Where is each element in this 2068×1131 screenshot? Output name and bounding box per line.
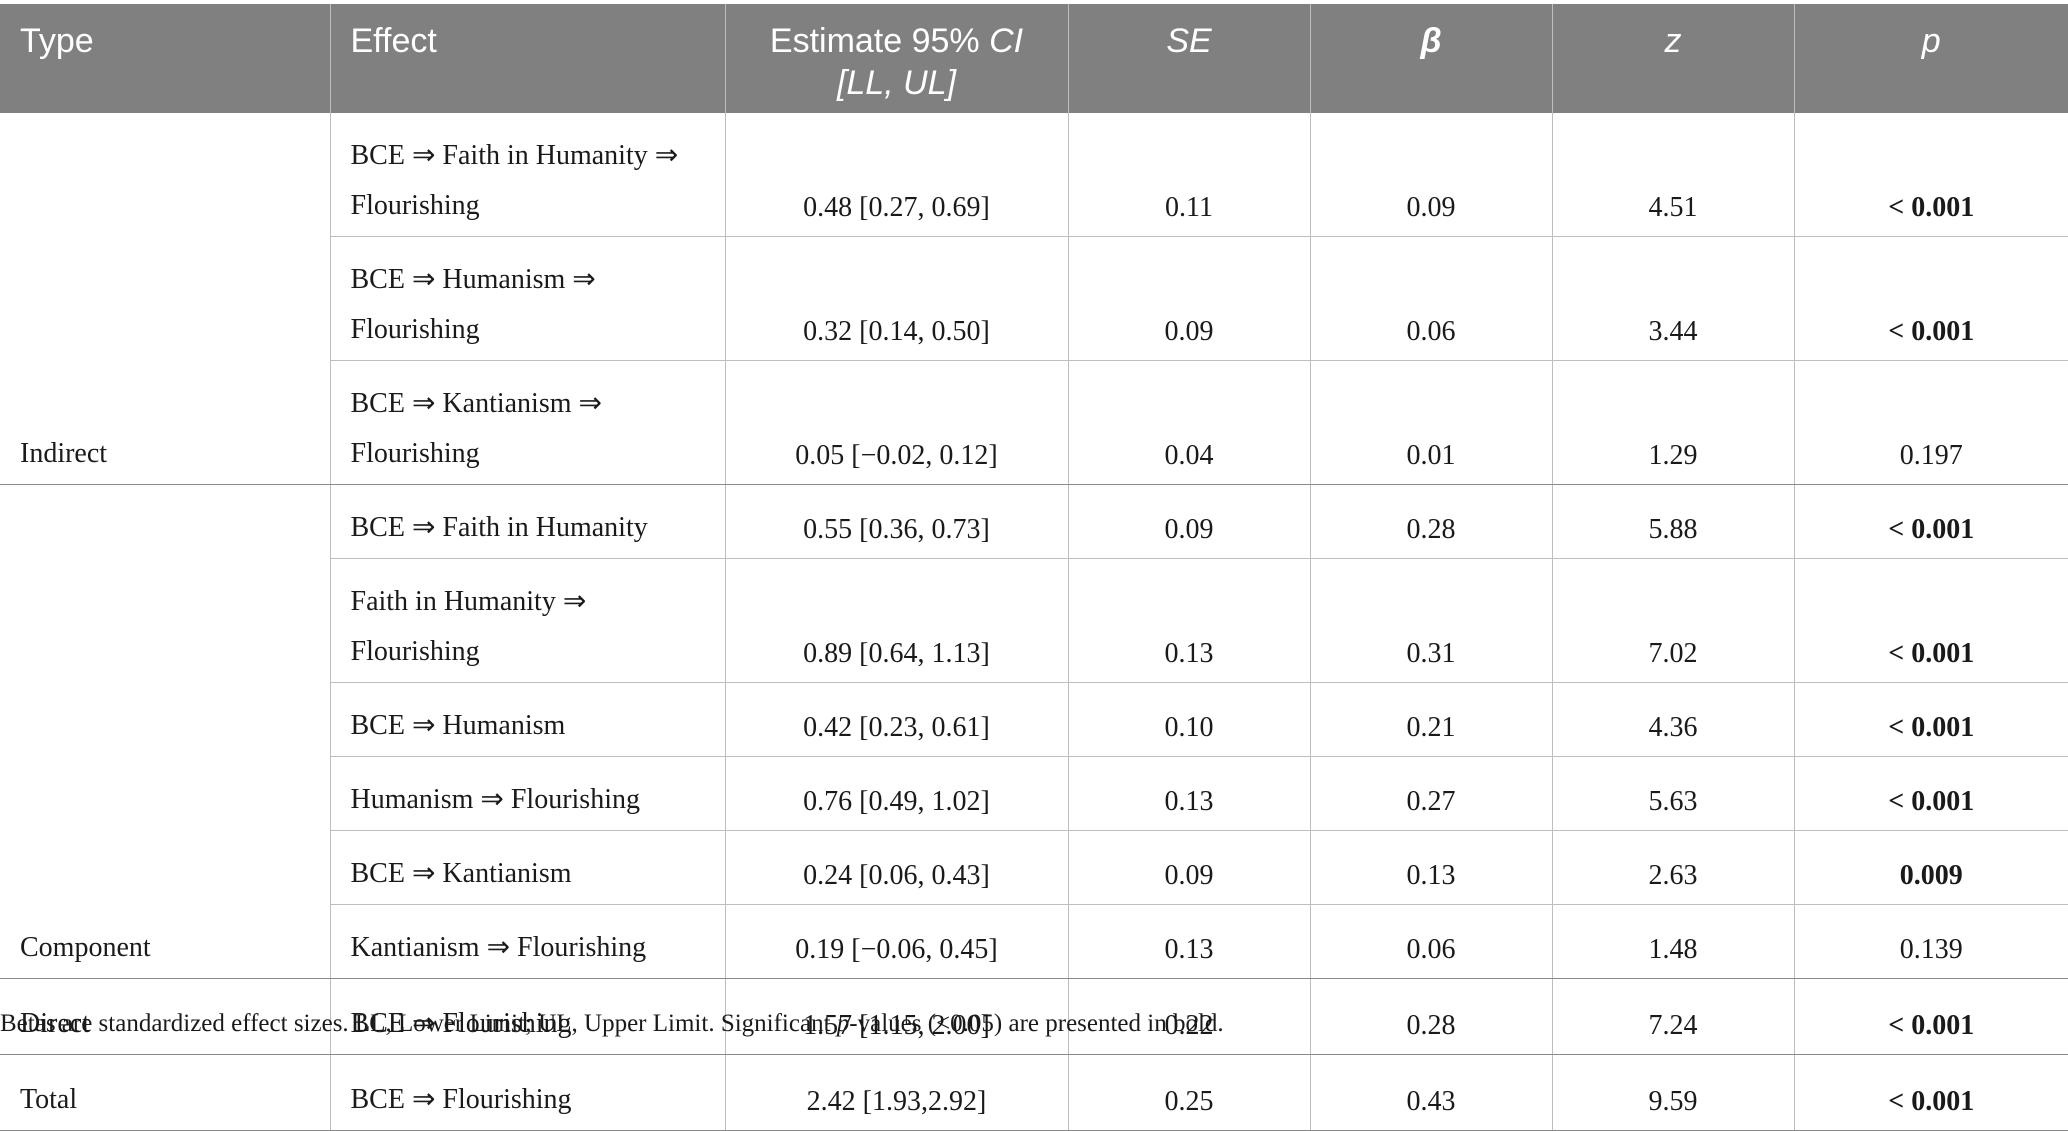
effect-cell: BCE ⇒ Humanism <box>330 682 726 757</box>
se-cell: 0.11 <box>1068 113 1311 237</box>
table-row: BCE ⇒ Humanism 0.42 [0.23, 0.61] 0.10 0.… <box>0 682 2068 757</box>
header-p: p <box>1794 4 2068 113</box>
z-cell: 7.02 <box>1552 558 1795 683</box>
estimate-cell: 1.57 [1.15, 2.00] <box>725 978 1069 1055</box>
beta-cell: 0.01 <box>1310 360 1553 485</box>
beta-cell: 0.21 <box>1310 682 1553 757</box>
effect-cell: BCE ⇒ Kantianism <box>330 830 726 905</box>
z-cell: 2.63 <box>1552 830 1795 905</box>
table-row: BCE ⇒ Kantianism ⇒ Flourishing 0.05 [−0.0… <box>0 360 2068 485</box>
se-cell: 0.13 <box>1068 756 1311 831</box>
estimate-cell: 0.89 [0.64, 1.13] <box>725 558 1069 683</box>
effect-cell: Faith in Humanity ⇒ Flourishing <box>330 558 726 683</box>
table-row: Direct BCE ⇒ Flourishing 1.57 [1.15, 2.0… <box>0 978 2068 1055</box>
beta-cell: 0.28 <box>1310 484 1553 559</box>
z-cell: 5.88 <box>1552 484 1795 559</box>
z-cell: 9.59 <box>1552 1054 1795 1131</box>
se-cell: 0.25 <box>1068 1054 1311 1131</box>
results-table-container: Type Effect Estimate 95% CI [LL, UL] SE β… <box>0 4 2068 1131</box>
z-cell: 5.63 <box>1552 756 1795 831</box>
table-row: Indirect BCE ⇒ Faith in Humanity ⇒ Flouri… <box>0 113 2068 485</box>
p-cell: 0.139 <box>1794 904 2068 979</box>
estimate-cell: 0.24 [0.06, 0.43] <box>725 830 1069 905</box>
se-cell: 0.22 <box>1068 978 1311 1055</box>
type-cell-total: Total <box>0 1054 331 1131</box>
p-cell: < 0.001 <box>1794 113 2068 237</box>
beta-cell: 0.31 <box>1310 558 1553 683</box>
table-footnote: Betas are standardized effect sizes. LL,… <box>0 1010 1224 1037</box>
table-row: Total BCE ⇒ Flourishing 2.42 [1.93,2.92]… <box>0 1054 2068 1131</box>
estimate-cell: 0.76 [0.49, 1.02] <box>725 756 1069 831</box>
z-cell: 4.51 <box>1552 113 1795 237</box>
mediation-results-table: Type Effect Estimate 95% CI [LL, UL] SE β… <box>0 4 2068 1131</box>
z-cell: 7.24 <box>1552 978 1795 1055</box>
beta-cell: 0.09 <box>1310 113 1553 237</box>
header-se: SE <box>1068 4 1311 113</box>
estimate-cell: 0.42 [0.23, 0.61] <box>725 682 1069 757</box>
type-cell-direct: Direct <box>0 978 331 1055</box>
table-row: BCE ⇒ Kantianism 0.24 [0.06, 0.43] 0.09 … <box>0 830 2068 905</box>
z-cell: 3.44 <box>1552 236 1795 361</box>
z-cell: 1.48 <box>1552 904 1795 979</box>
effect-cell: BCE ⇒ Faith in Humanity <box>330 484 726 559</box>
z-cell: 1.29 <box>1552 360 1795 485</box>
header-estimate: Estimate 95% CI [LL, UL] <box>725 4 1069 113</box>
effect-cell: BCE ⇒ Faith in Humanity ⇒ Flourishing <box>330 113 726 237</box>
se-cell: 0.13 <box>1068 904 1311 979</box>
table-row: Component BCE ⇒ Faith in Humanity 0.55 [… <box>0 484 2068 979</box>
p-cell: < 0.001 <box>1794 558 2068 683</box>
se-cell: 0.13 <box>1068 558 1311 683</box>
p-cell: < 0.001 <box>1794 236 2068 361</box>
beta-cell: 0.27 <box>1310 756 1553 831</box>
beta-cell: 0.06 <box>1310 236 1553 361</box>
beta-cell: 0.06 <box>1310 904 1553 979</box>
table-row: Faith in Humanity ⇒ Flourishing 0.89 [0.6… <box>0 558 2068 683</box>
estimate-cell: 0.32 [0.14, 0.50] <box>725 236 1069 361</box>
effect-cell: BCE ⇒ Humanism ⇒ Flourishing <box>330 236 726 361</box>
p-cell: < 0.001 <box>1794 978 2068 1055</box>
z-cell: 4.36 <box>1552 682 1795 757</box>
p-cell: 0.009 <box>1794 830 2068 905</box>
table-row: BCE ⇒ Humanism ⇒ Flourishing 0.32 [0.14, … <box>0 236 2068 361</box>
se-cell: 0.09 <box>1068 236 1311 361</box>
effect-cell: BCE ⇒ Flourishing <box>330 1054 726 1131</box>
effect-cell: BCE ⇒ Kantianism ⇒ Flourishing <box>330 360 726 485</box>
estimate-cell: 0.05 [−0.02, 0.12] <box>725 360 1069 485</box>
se-cell: 0.09 <box>1068 830 1311 905</box>
p-cell: 0.197 <box>1794 360 2068 485</box>
estimate-cell: 0.55 [0.36, 0.73] <box>725 484 1069 559</box>
effect-cell: BCE ⇒ Flourishing <box>330 978 726 1055</box>
beta-cell: 0.43 <box>1310 1054 1553 1131</box>
se-cell: 0.04 <box>1068 360 1311 485</box>
estimate-cell: 0.48 [0.27, 0.69] <box>725 113 1069 237</box>
type-cell-component: Component <box>0 484 331 979</box>
beta-cell: 0.28 <box>1310 978 1553 1055</box>
se-cell: 0.09 <box>1068 484 1311 559</box>
p-cell: < 0.001 <box>1794 682 2068 757</box>
estimate-cell: 0.19 [−0.06, 0.45] <box>725 904 1069 979</box>
table-row: Kantianism ⇒ Flourishing 0.19 [−0.06, 0.… <box>0 904 2068 979</box>
effect-cell: Kantianism ⇒ Flourishing <box>330 904 726 979</box>
type-cell-indirect: Indirect <box>0 113 331 485</box>
p-cell: < 0.001 <box>1794 484 2068 559</box>
se-cell: 0.10 <box>1068 682 1311 757</box>
effect-cell: Humanism ⇒ Flourishing <box>330 756 726 831</box>
header-type: Type <box>0 4 331 113</box>
header-beta: β <box>1310 4 1553 113</box>
estimate-cell: 2.42 [1.93,2.92] <box>725 1054 1069 1131</box>
beta-cell: 0.13 <box>1310 830 1553 905</box>
p-cell: < 0.001 <box>1794 1054 2068 1131</box>
header-effect: Effect <box>330 4 726 113</box>
header-z: z <box>1552 4 1795 113</box>
table-row: Humanism ⇒ Flourishing 0.76 [0.49, 1.02]… <box>0 756 2068 831</box>
p-cell: < 0.001 <box>1794 756 2068 831</box>
table-header-row: Type Effect Estimate 95% CI [LL, UL] SE β… <box>0 4 2068 113</box>
